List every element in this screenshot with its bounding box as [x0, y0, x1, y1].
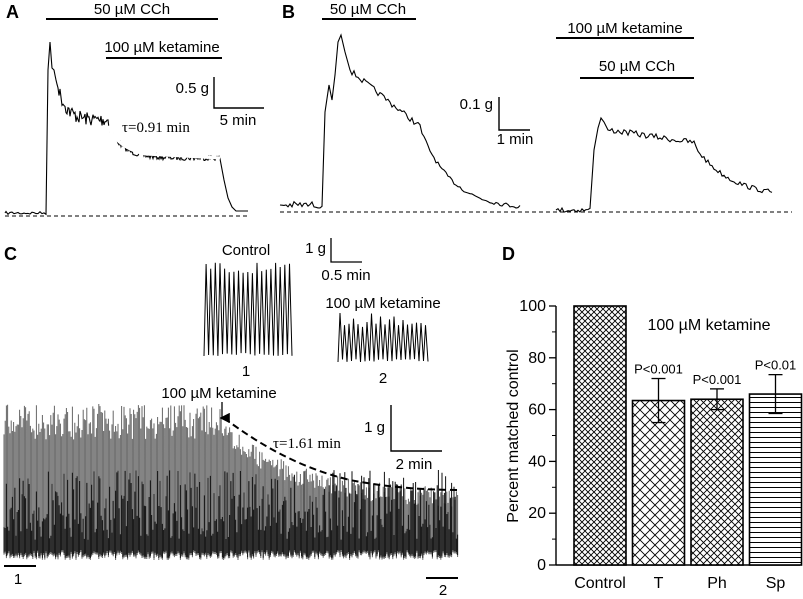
panel-c-ketamine-index: 2	[379, 370, 387, 387]
panel-c-segment-2-label: 2	[439, 582, 447, 599]
panel-c-control-index: 1	[242, 363, 250, 380]
x-tick-label-ph: Ph	[707, 575, 727, 592]
panel-c-trace-core	[3, 470, 459, 558]
panel-a-ketamine-label: 100 µM ketamine	[104, 39, 219, 56]
panel-b-trace-right	[555, 116, 773, 213]
panel-b-ketamine-label-right: 100 µM ketamine	[567, 20, 682, 37]
panel-c-fit-curve	[223, 417, 461, 491]
panel-a-tau: τ=0.91 min	[122, 120, 190, 136]
panel-a: A 50 µM CCh 100 µM ketamine τ=0.91 min 0…	[4, 1, 264, 217]
panel-c-inset-scale-x: 0.5 min	[321, 267, 370, 284]
panel-d-bars: Control P<0.001 T P<0.001 Ph P<0.01 Sp	[573, 305, 803, 592]
panel-c-ketamine-inset-trace	[337, 312, 429, 363]
p-value-ph: P<0.001	[693, 372, 742, 387]
panel-c-long-trace	[3, 404, 459, 560]
panel-b-scale-bar: 0.1 g 1 min	[460, 96, 534, 148]
y-tick-label: 0	[537, 557, 546, 574]
panel-c-arrow-label: 100 µM ketamine	[161, 385, 276, 402]
panel-c-tau: τ=1.61 min	[273, 436, 341, 452]
panel-c-scale-x: 2 min	[396, 456, 433, 473]
panel-c-letter: C	[4, 244, 17, 264]
panel-c-inset-scale-bar: 1 g 0.5 min	[305, 238, 371, 284]
p-value-sp: P<0.01	[755, 358, 797, 373]
panel-b: B 50 µM CCh 0.1 g 1 min 100 µM ketamine …	[279, 1, 792, 213]
x-tick-label-control: Control	[574, 575, 626, 592]
y-tick-label: 80	[528, 350, 546, 367]
y-tick-label: 60	[528, 402, 546, 419]
panel-c-ketamine-inset-label: 100 µM ketamine	[325, 295, 440, 312]
panel-b-letter: B	[282, 2, 295, 22]
panel-c-control-label: Control	[222, 242, 270, 259]
panel-a-cch-label: 50 µM CCh	[94, 1, 170, 18]
panel-c: C Control 1 1 g 0.5 min 100 µM ketamine …	[3, 238, 461, 599]
y-tick-label: 40	[528, 453, 546, 470]
panel-a-scale-y: 0.5 g	[176, 80, 209, 97]
x-tick-label-t: T	[654, 575, 664, 592]
bar-control	[573, 305, 627, 566]
panel-c-scale-y: 1 g	[364, 419, 385, 436]
panel-b-scale-y: 0.1 g	[460, 96, 493, 113]
panel-c-control-inset-trace	[203, 262, 293, 357]
panel-d-letter: D	[502, 244, 515, 264]
bar-ph	[690, 398, 744, 566]
panel-b-cch-label-left: 50 µM CCh	[330, 1, 406, 18]
x-tick-label-sp: Sp	[766, 575, 786, 592]
bar-t	[631, 399, 686, 566]
panel-d-ylabel: Percent matched control	[505, 349, 522, 522]
panel-b-scale-x: 1 min	[497, 131, 534, 148]
panel-d-title: 100 µM ketamine	[647, 317, 770, 334]
p-value-t: P<0.001	[634, 362, 683, 377]
panel-d: D Percent matched control 100 µM ketamin…	[502, 244, 803, 592]
panel-c-segment-1-label: 1	[14, 571, 22, 588]
panel-a-letter: A	[6, 2, 19, 22]
panel-a-scale-x: 5 min	[220, 112, 257, 129]
panel-a-fit-curve	[106, 125, 221, 160]
panel-c-scale-bar: 1 g 2 min	[364, 405, 442, 473]
panel-a-scale-bar: 0.5 g 5 min	[176, 77, 264, 129]
panel-b-cch-label-right: 50 µM CCh	[599, 58, 675, 75]
y-tick-label: 20	[528, 505, 546, 522]
y-tick-label: 100	[519, 298, 546, 315]
panel-b-trace-left	[279, 33, 521, 209]
panel-c-inset-scale-y: 1 g	[305, 240, 326, 257]
bar-sp	[748, 393, 803, 566]
